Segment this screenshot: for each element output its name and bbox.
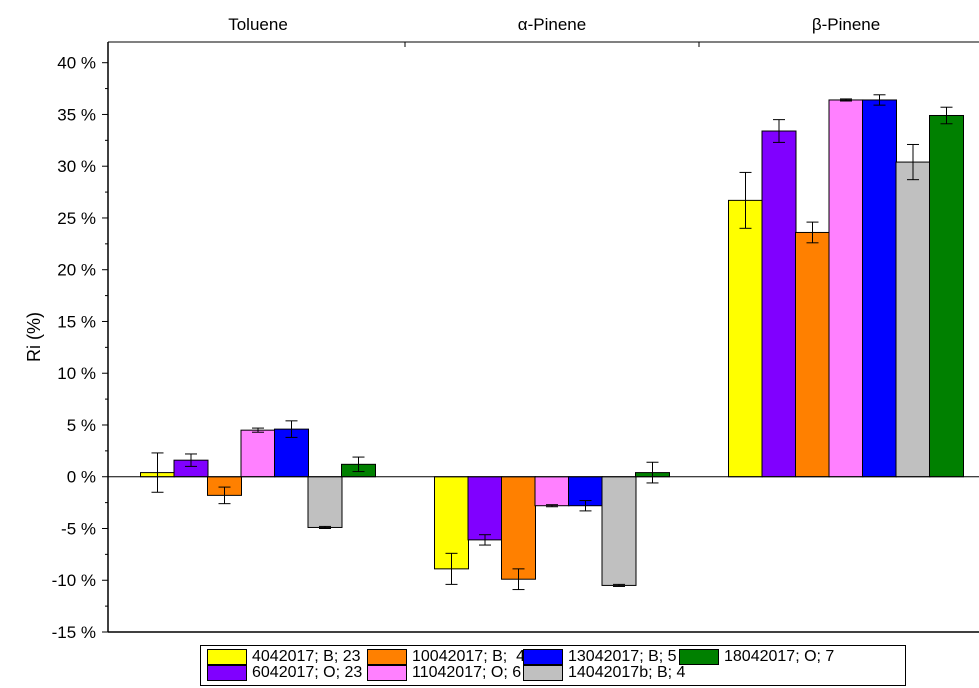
bar (534, 476, 570, 507)
legend-label: 14042017b; B; 4 (568, 663, 686, 681)
y-axis-label: Ri (%) (24, 312, 44, 362)
legend-item: 18042017; O; 7 (679, 647, 834, 666)
y-tick-label: 5 % (67, 416, 96, 435)
y-tick-label: 15 % (57, 312, 96, 331)
legend-label: 6042017; O; 23 (252, 663, 363, 681)
y-tick-label: 40 % (57, 54, 96, 73)
legend-item: 14042017b; B; 4 (523, 663, 685, 682)
bar (895, 161, 931, 478)
legend-item: 11042017; O; 6 (367, 663, 521, 682)
legend-swatch (367, 664, 407, 681)
bar (862, 99, 897, 478)
axes-layer (102, 41, 979, 633)
bar (307, 476, 343, 528)
y-tick-label: 30 % (57, 157, 96, 176)
legend-label: 18042017; O; 7 (724, 647, 835, 665)
y-tick-label: -5 % (61, 519, 96, 538)
y-tick-label: 0 % (67, 468, 96, 487)
legend-label: 11042017; O; 6 (412, 663, 522, 681)
y-tick-label: 10 % (57, 364, 96, 383)
bar (601, 476, 637, 586)
bar (728, 199, 763, 478)
bar (467, 476, 503, 541)
bar (761, 130, 797, 478)
category-label: Toluene (228, 15, 288, 34)
bar (501, 476, 536, 580)
y-tick-label: -10 % (52, 571, 96, 590)
legend-swatch (679, 648, 719, 665)
legend-swatch (523, 648, 563, 665)
bar (795, 231, 830, 478)
legend-item: 4042017; B; 23 (207, 647, 361, 666)
legend-item: 13042017; B; 5 (523, 647, 677, 666)
legend-swatch (367, 648, 407, 665)
y-tick-label: 20 % (57, 261, 96, 280)
category-label: β-Pinene (812, 15, 880, 34)
bar (929, 114, 964, 478)
labels-layer: -15 % -10 % -5 % 0 % 5 % 10 % 15 % 20 % 25 % 30 %… (24, 15, 880, 642)
legend-label: 13042017; B; 5 (568, 647, 677, 665)
legend-swatch (207, 664, 247, 681)
bar-chart: -15 % -10 % -5 % 0 % 5 % 10 % 15 % 20 % 25 % 30 %… (24, 15, 979, 642)
legend-label: 10042017; B; 4 (412, 647, 525, 665)
bar (828, 99, 864, 478)
y-tick-label: 35 % (57, 105, 96, 124)
legend: 4042017; B; 23 10042017; B; 4 13042017; B;… (200, 645, 906, 686)
legend-swatch (523, 664, 563, 681)
category-label: α-Pinene (518, 15, 586, 34)
legend-item: 10042017; B; 4 (367, 647, 525, 666)
bars-layer (140, 94, 964, 591)
legend-item: 6042017; O; 23 (207, 663, 362, 682)
legend-swatch (207, 648, 247, 665)
bar (240, 429, 276, 478)
y-tick-label: -15 % (52, 623, 96, 642)
legend-label: 4042017; B; 23 (252, 647, 361, 665)
y-tick-label: 25 % (57, 209, 96, 228)
